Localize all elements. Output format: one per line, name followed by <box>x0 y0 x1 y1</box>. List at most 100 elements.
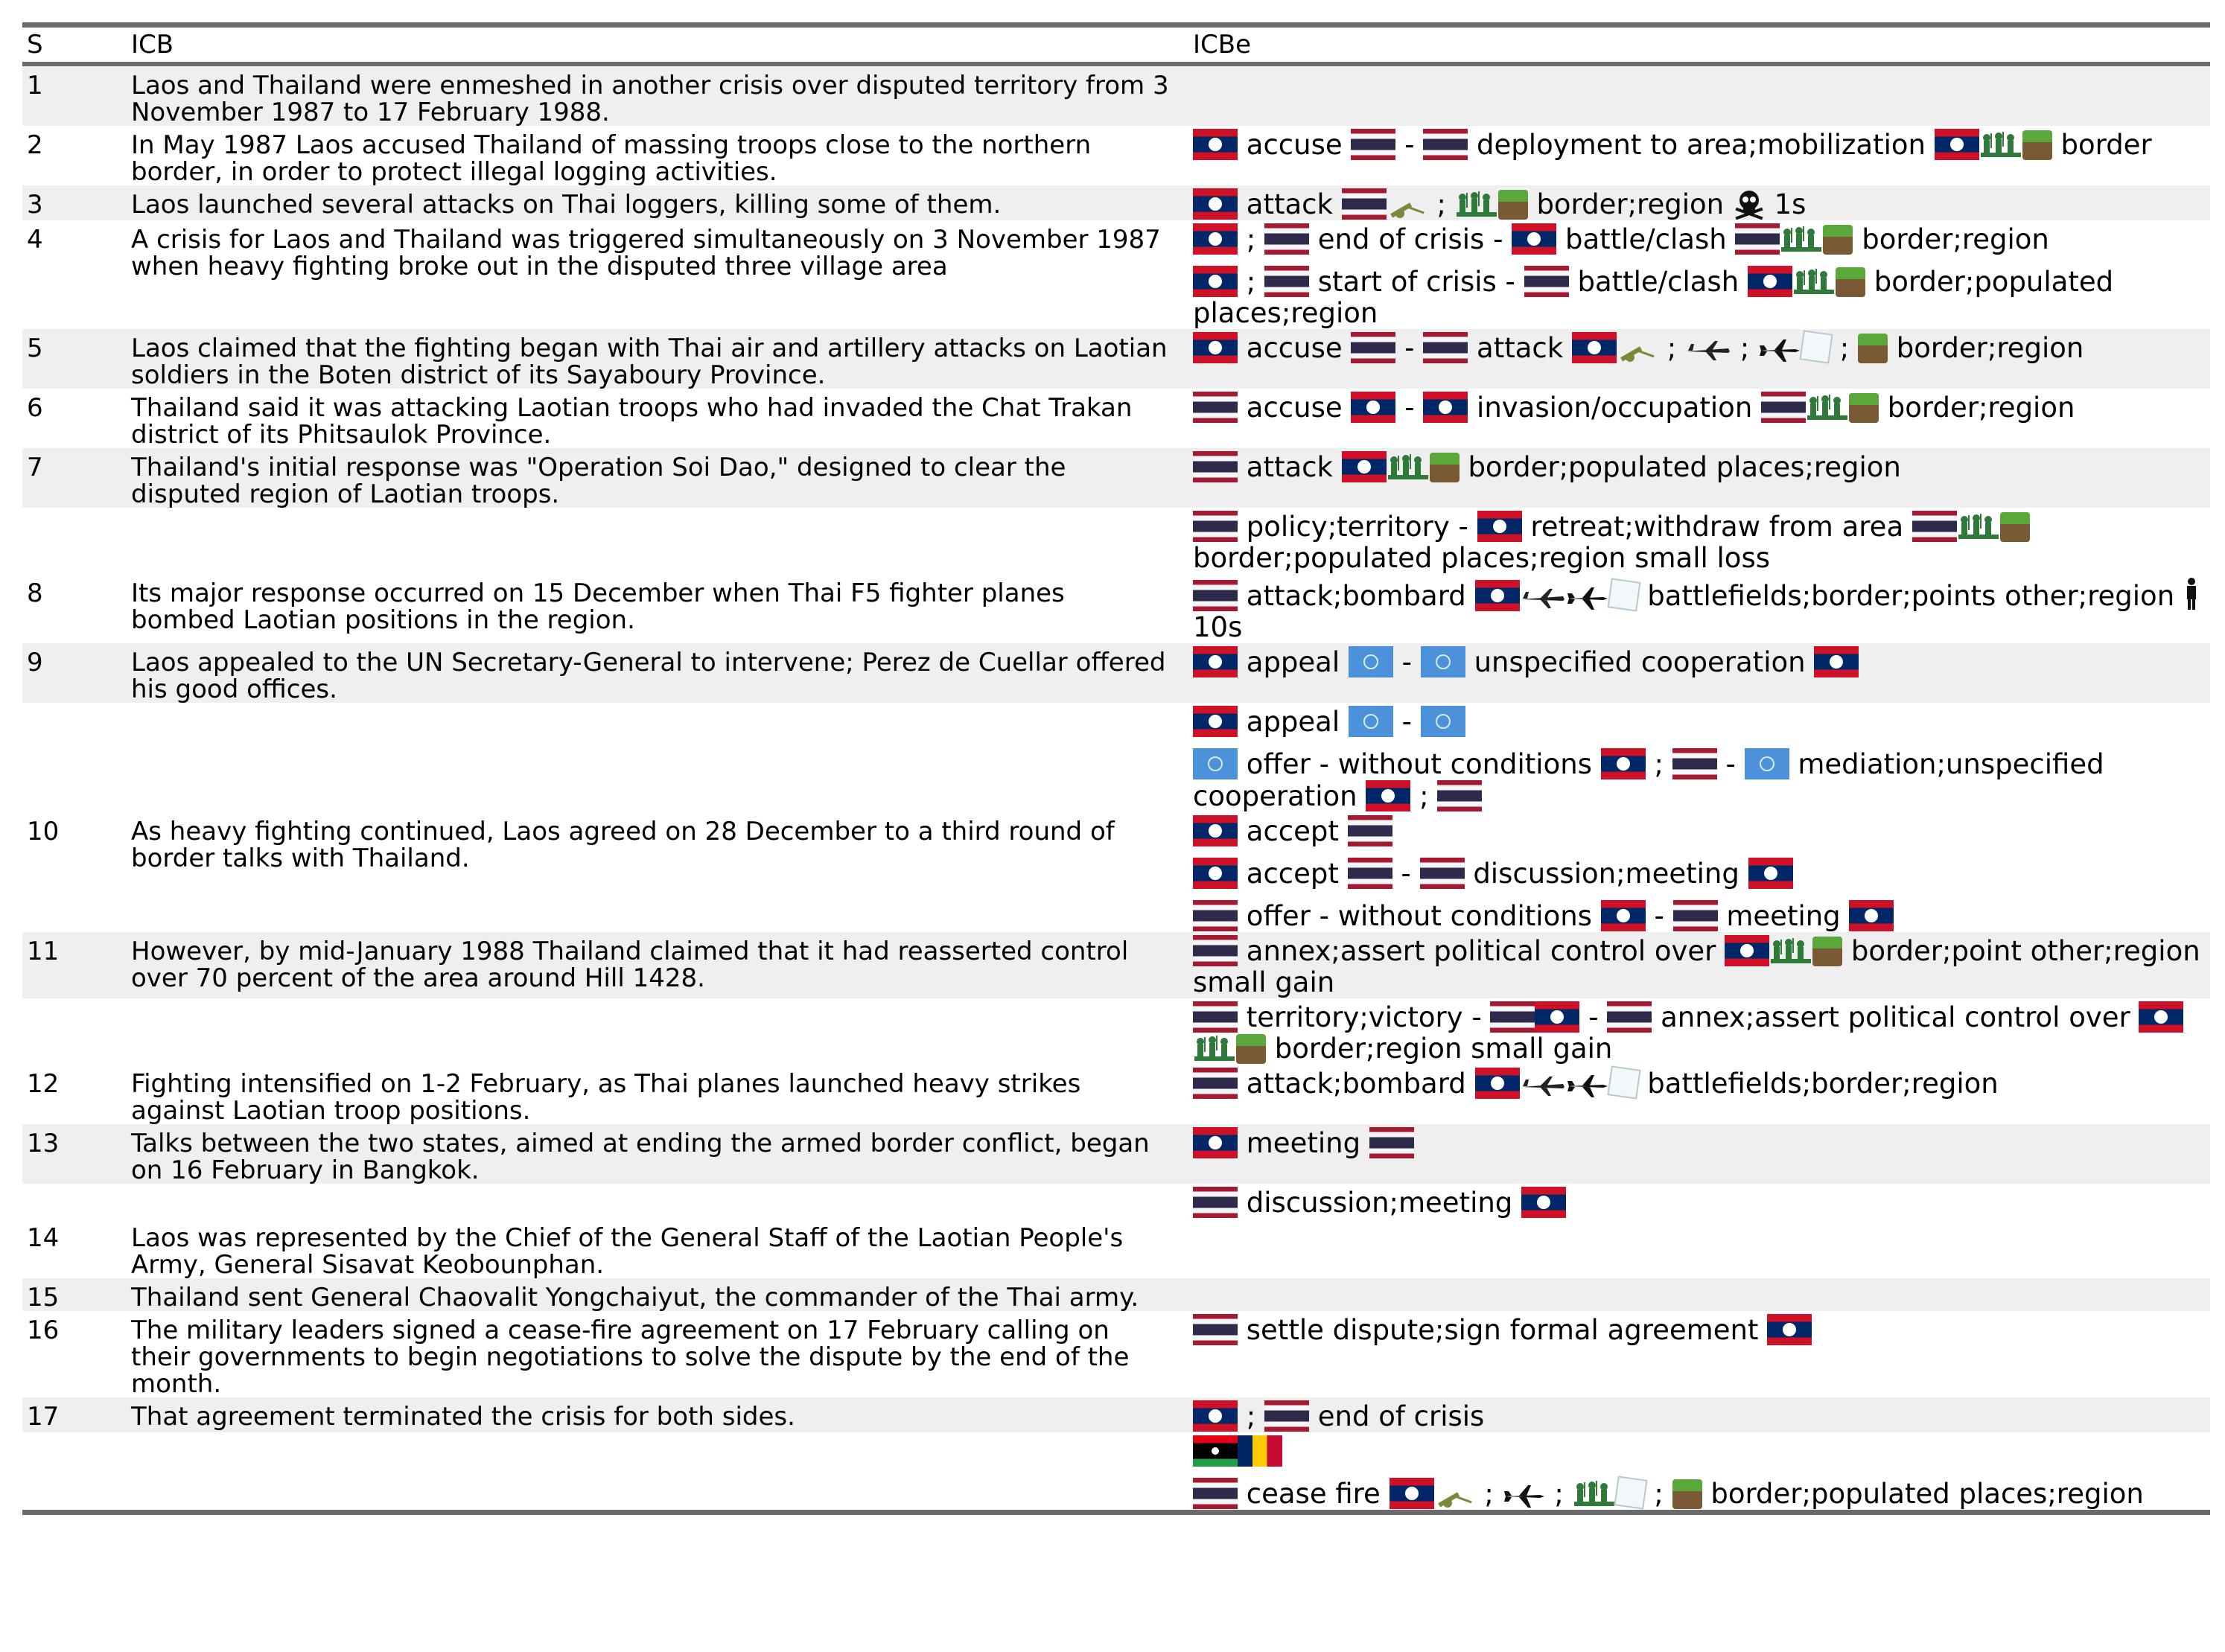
thailand-flag-icon <box>1423 332 1468 363</box>
header-icbe: ICBe <box>1193 30 1252 60</box>
event-text: retreat;withdraw from area <box>1530 511 1904 543</box>
thailand-flag-icon <box>1607 1001 1652 1033</box>
event-text: annex;assert political control over <box>1661 1001 2130 1033</box>
laos-flag-icon <box>1193 706 1238 737</box>
thailand-flag-icon <box>1193 1314 1238 1345</box>
icbe-cell: attack;bombard battlefields;border;regio… <box>1188 1065 2210 1100</box>
land-block-icon <box>1497 190 1528 220</box>
thailand-flag-icon <box>1264 1400 1309 1432</box>
thailand-flag-icon <box>1193 1068 1238 1099</box>
thailand-flag-icon <box>1437 780 1483 811</box>
laos-flag-icon <box>1767 1314 1812 1345</box>
event-text: attack <box>1246 451 1333 483</box>
plane-icon <box>1685 338 1731 363</box>
icb-text: Thailand sent General Chaovalit Yongchai… <box>131 1283 1139 1311</box>
event-text: border;populated places;region <box>1710 1478 2144 1510</box>
table-body: 1 Laos and Thailand were enmeshed in anot… <box>22 66 2210 1510</box>
icb-text: Thailand said it was attacking Laotian t… <box>131 393 1133 448</box>
icb-text: The military leaders signed a cease-fire… <box>131 1315 1130 1397</box>
row-number: 1 <box>27 71 43 101</box>
row-number: 3 <box>27 190 43 220</box>
thailand-flag-icon <box>1672 748 1717 779</box>
event-text: border;point other;region small gain <box>1193 935 2200 998</box>
table-row: appeal - offer - without conditions ; - … <box>22 703 2210 812</box>
icbe-cell: ; end of crisis <box>1188 1397 2210 1432</box>
event-text: - <box>1401 706 1413 738</box>
soldiers-icon <box>1387 453 1430 482</box>
table-row: 1 Laos and Thailand were enmeshed in anot… <box>22 66 2210 126</box>
event-text: border;populated places;region small los… <box>1193 542 1770 574</box>
icb-text <box>127 1432 1188 1438</box>
cube-icon <box>1606 578 1641 612</box>
soldiers-icon <box>1780 225 1823 255</box>
icbe-event: attack border;populated places;region <box>1193 451 2210 483</box>
event-text: end of crisis <box>1317 1400 1485 1432</box>
table-header: S ICB ICBe <box>22 28 2210 62</box>
row-number: 11 <box>27 937 60 966</box>
row-number: 6 <box>27 393 43 423</box>
event-text: annex;assert political control over <box>1246 935 1716 967</box>
icbe-event: attack ; border;region 1s <box>1193 188 2210 220</box>
thailand-flag-icon <box>1912 511 1957 542</box>
icbe-cell <box>1188 1219 2210 1222</box>
laos-flag-icon <box>1521 1187 1567 1218</box>
row-number <box>22 703 127 709</box>
event-text: ; <box>1484 1478 1494 1510</box>
event-text: attack;bombard <box>1246 580 1466 612</box>
icbe-cell: territory;victory - - annex;assert polit… <box>1188 998 2210 1065</box>
laos-flag-icon <box>1512 223 1557 255</box>
event-text: attack <box>1246 188 1333 220</box>
icbe-event: ; start of crisis - battle/clash border;… <box>1193 266 2210 329</box>
laos-flag-icon <box>1351 392 1396 423</box>
row-number: 13 <box>27 1129 60 1158</box>
laos-flag-icon <box>1747 266 1792 297</box>
top-rule <box>22 22 2210 28</box>
row-number: 8 <box>27 578 43 608</box>
icbe-cell: annex;assert political control over bord… <box>1188 932 2210 998</box>
icbe-event: accept <box>1193 815 2210 847</box>
thailand-flag-icon <box>1193 1187 1238 1218</box>
table-row: 3 Laos launched several attacks on Thai l… <box>22 185 2210 220</box>
icb-text: As heavy fighting continued, Laos agreed… <box>131 817 1115 873</box>
crisis-table: S ICB ICBe 1 Laos and Thailand were enmes… <box>22 22 2210 1515</box>
event-text: accuse <box>1246 392 1343 424</box>
event-text: attack;bombard <box>1246 1068 1466 1100</box>
icb-text: That agreement terminated the crisis for… <box>131 1402 795 1432</box>
event-text: end of crisis - <box>1317 223 1503 255</box>
bottom-rule <box>22 1510 2210 1515</box>
event-text: accept <box>1246 858 1339 890</box>
thailand-flag-icon <box>1264 266 1309 297</box>
row-number: 10 <box>27 817 60 846</box>
row-number: 15 <box>27 1283 60 1311</box>
row-number: 12 <box>27 1069 60 1099</box>
thailand-flag-icon <box>1193 1001 1238 1033</box>
table-row: policy;territory - retreat;withdraw from… <box>22 508 2210 574</box>
laos-flag-icon <box>2139 1001 2184 1033</box>
un-flag-icon <box>1744 748 1789 779</box>
event-text: offer - without conditions <box>1246 900 1592 932</box>
icbe-event: policy;territory - retreat;withdraw from… <box>1193 511 2210 574</box>
laos-flag-icon <box>1193 1127 1238 1158</box>
icbe-cell: discussion;meeting <box>1188 1184 2210 1219</box>
laos-flag-icon <box>1193 646 1238 677</box>
event-text: accuse <box>1246 129 1343 161</box>
laos-flag-icon <box>1423 392 1468 423</box>
event-text: - <box>1401 858 1411 890</box>
land-block-icon <box>1835 267 1865 297</box>
icbe-event: attack;bombard battlefields;border;point… <box>1193 577 2210 643</box>
event-text: - <box>1401 646 1413 678</box>
event-text: unspecified cooperation <box>1474 646 1806 678</box>
table-row: 7 Thailand's initial response was "Operat… <box>22 448 2210 508</box>
jet-icon <box>1566 586 1609 611</box>
row-number: 5 <box>27 334 43 363</box>
icb-text: In May 1987 Laos accused Thailand of mas… <box>131 130 1092 185</box>
land-block-icon <box>1823 225 1853 255</box>
laos-flag-icon <box>1571 332 1617 363</box>
land-block-icon <box>1672 1479 1702 1509</box>
person-icon <box>2183 577 2200 611</box>
table-row: 17 That agreement terminated the crisis f… <box>22 1397 2210 1432</box>
table-row: 4 A crisis for Laos and Thailand was trig… <box>22 220 2210 329</box>
skull-icon <box>1733 188 1766 220</box>
libya-flag-icon <box>1193 1435 1238 1467</box>
thailand-flag-icon <box>1351 332 1396 363</box>
